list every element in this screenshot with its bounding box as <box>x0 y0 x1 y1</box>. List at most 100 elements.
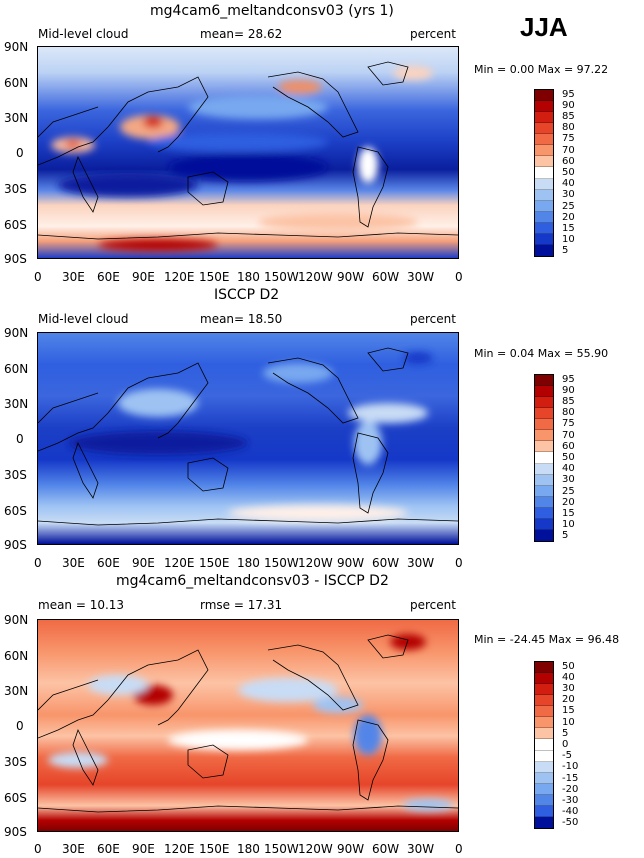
colorbar-swatch <box>535 816 553 828</box>
panel-3-xtick: 90W <box>337 842 365 856</box>
panel-3-xtick: 0 <box>34 842 42 856</box>
panel-3-mean-label: mean = 10.13 <box>38 598 125 612</box>
colorbar-swatch <box>535 375 553 387</box>
panel-1-title: mg4cam6_meltandconsv03 (yrs 1) <box>150 3 394 19</box>
panel-2-ytick-60S: 60S <box>4 504 27 518</box>
colorbar-swatch <box>535 419 553 431</box>
panel-1-colorbar-labels: 95 90 85 80 75 70 60 50 40 30 25 20 15 10 5 <box>562 89 602 257</box>
colorbar-swatch <box>535 463 553 475</box>
panel-1-ytick-90N: 90N <box>4 40 29 54</box>
panel-3-xtick: 180 <box>237 842 260 856</box>
panel-2-xtick: 30E <box>62 556 85 570</box>
panel-2-xtick: 60E <box>97 556 120 570</box>
panel-3-xtick: 60W <box>372 842 400 856</box>
panel-2-xtick: 120E <box>164 556 195 570</box>
panel-1-xtick: 0 <box>34 270 42 284</box>
colorbar-swatch <box>535 123 553 135</box>
colorbar-swatch <box>535 662 553 674</box>
panel-1-minmax: Min = 0.00 Max = 97.22 <box>474 63 609 76</box>
colorbar-swatch <box>535 386 553 398</box>
colorbar-label: -15 <box>562 772 579 784</box>
colorbar-label: 25 <box>562 200 575 212</box>
panel-1-ytick-60N: 60N <box>4 76 29 90</box>
colorbar-swatch <box>535 90 553 102</box>
panel-3-xtick: 120E <box>164 842 195 856</box>
colorbar-label: -40 <box>562 806 579 818</box>
panel-3-xtick: 150E <box>199 842 230 856</box>
colorbar-label: 5 <box>562 727 569 739</box>
panel-2-mean-label: mean= 18.50 <box>200 312 283 326</box>
panel-3-ytick-90N: 90N <box>4 613 29 627</box>
panel-2-field <box>38 333 458 544</box>
colorbar-swatch <box>535 134 553 146</box>
colorbar-swatch <box>535 101 553 113</box>
colorbar-swatch <box>535 244 553 256</box>
colorbar-swatch <box>535 485 553 497</box>
colorbar-label: 25 <box>562 485 575 497</box>
season-label: JJA <box>520 12 568 42</box>
colorbar-label: 20 <box>562 496 575 508</box>
panel-1-xtick: 120W <box>298 270 333 284</box>
colorbar-swatch <box>535 178 553 190</box>
colorbar-label: 15 <box>562 508 575 519</box>
panel-2-xtick: 120W <box>298 556 333 570</box>
panel-3-rmse-label: rmse = 17.31 <box>200 598 283 612</box>
colorbar-label: 5 <box>562 245 569 257</box>
colorbar-label: 75 <box>562 418 575 430</box>
panel-3-ytick-30N: 30N <box>4 684 29 698</box>
colorbar-swatch <box>535 112 553 124</box>
colorbar-label: 5 <box>562 530 569 542</box>
panel-2-ytick-30N: 30N <box>4 397 29 411</box>
panel-1-field <box>38 47 458 258</box>
colorbar-label: 15 <box>562 223 575 234</box>
colorbar-swatch <box>535 706 553 718</box>
panel-1-xtick: 180 <box>237 270 260 284</box>
colorbar-label: 60 <box>562 155 575 167</box>
colorbar-swatch <box>535 222 553 234</box>
panel-2-ytick-0: 0 <box>16 432 24 446</box>
panel-1-xtick: 30E <box>62 270 85 284</box>
panel-3-colorbar-swatches <box>535 662 553 828</box>
panel-2-xtick: 60W <box>372 556 400 570</box>
panel-1-xtick: 120E <box>164 270 195 284</box>
panel-3-colorbar <box>534 661 554 829</box>
colorbar-swatch <box>535 474 553 486</box>
colorbar-swatch <box>535 794 553 806</box>
panel-2-xtick: 90E <box>132 556 155 570</box>
colorbar-label: -50 <box>562 817 579 829</box>
panel-3-ytick-30S: 30S <box>4 755 27 769</box>
panel-1-ytick-30N: 30N <box>4 111 29 125</box>
panel-3-map <box>37 619 459 832</box>
colorbar-label: 60 <box>562 440 575 452</box>
colorbar-label: 30 <box>562 683 575 694</box>
panel-1-xtick: 90E <box>132 270 155 284</box>
panel-1-colorbar <box>534 89 554 257</box>
panel-1-variable-label: Mid-level cloud <box>38 27 129 41</box>
panel-1-xtick: 0 <box>455 270 463 284</box>
panel-2-ytick-30S: 30S <box>4 468 27 482</box>
panel-2-xtick: 30W <box>407 556 435 570</box>
colorbar-swatch <box>535 717 553 729</box>
colorbar-swatch <box>535 233 553 245</box>
colorbar-label: 30 <box>562 474 575 486</box>
panel-2-colorbar-swatches <box>535 375 553 541</box>
colorbar-label: 15 <box>562 705 575 717</box>
colorbar-label: 40 <box>562 463 575 475</box>
panel-2-ytick-60N: 60N <box>4 362 29 376</box>
colorbar-swatch <box>535 156 553 168</box>
panel-2-minmax: Min = 0.04 Max = 55.90 <box>474 347 609 360</box>
colorbar-label: 95 <box>562 373 575 385</box>
colorbar-swatch <box>535 200 553 212</box>
panel-3-xtick: 90E <box>132 842 155 856</box>
colorbar-label: 50 <box>562 660 575 672</box>
colorbar-swatch <box>535 189 553 201</box>
colorbar-label: 70 <box>562 144 575 156</box>
panel-2-xtick: 0 <box>455 556 463 570</box>
panel-3-ytick-90S: 90S <box>4 825 27 839</box>
panel-1-ytick-60S: 60S <box>4 218 27 232</box>
panel-1-xtick: 30W <box>407 270 435 284</box>
colorbar-swatch <box>535 518 553 530</box>
colorbar-label: 20 <box>562 694 575 706</box>
colorbar-label: 10 <box>562 234 575 246</box>
panel-2-xtick: 150W <box>264 556 299 570</box>
